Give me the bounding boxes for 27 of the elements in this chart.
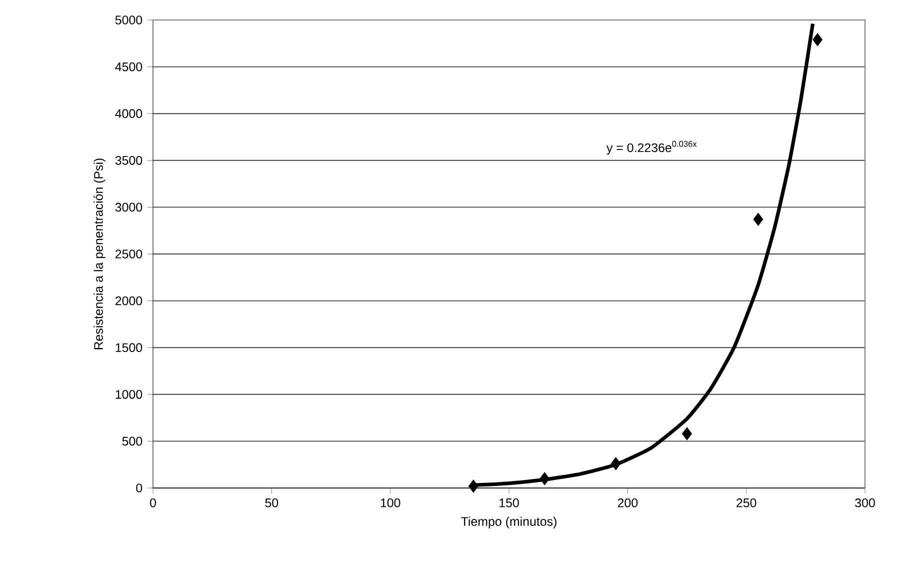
point [468, 480, 478, 493]
point [682, 427, 692, 440]
x-tick-label: 300 [855, 498, 875, 508]
y-tick-label: 4000 [115, 109, 142, 118]
x-axis-title: Tiempo (minutos) [461, 516, 556, 528]
y-tick-label: 0 [136, 484, 142, 492]
y-tick-label: 3000 [115, 202, 142, 212]
point [540, 472, 550, 486]
point [753, 212, 764, 226]
y-tick-label: 5000 [115, 16, 142, 24]
y-tick-label: 3500 [115, 156, 142, 165]
y-tick-label: 500 [122, 436, 142, 446]
x-tick-label: 50 [265, 498, 278, 508]
y-tick-label: 4500 [115, 62, 142, 72]
y-tick-label: 1000 [116, 390, 142, 399]
y-tick-label: 1500 [116, 343, 142, 352]
x-tick-label: 200 [618, 498, 638, 508]
x-tick-label: 250 [736, 498, 756, 508]
x-tick-label: 0 [150, 498, 156, 508]
annotation: y = 0.2236e$^{0.036x}$ [606, 140, 697, 155]
y-tick-label: 2500 [116, 250, 142, 258]
x-tick-label: 100 [380, 498, 400, 508]
y-tick-label: 2000 [116, 296, 142, 306]
point [610, 457, 621, 470]
y-axis-title: Resistencia a la penentración (Psi) [94, 158, 106, 350]
point [812, 33, 822, 46]
x-tick-label: 150 [500, 498, 519, 508]
